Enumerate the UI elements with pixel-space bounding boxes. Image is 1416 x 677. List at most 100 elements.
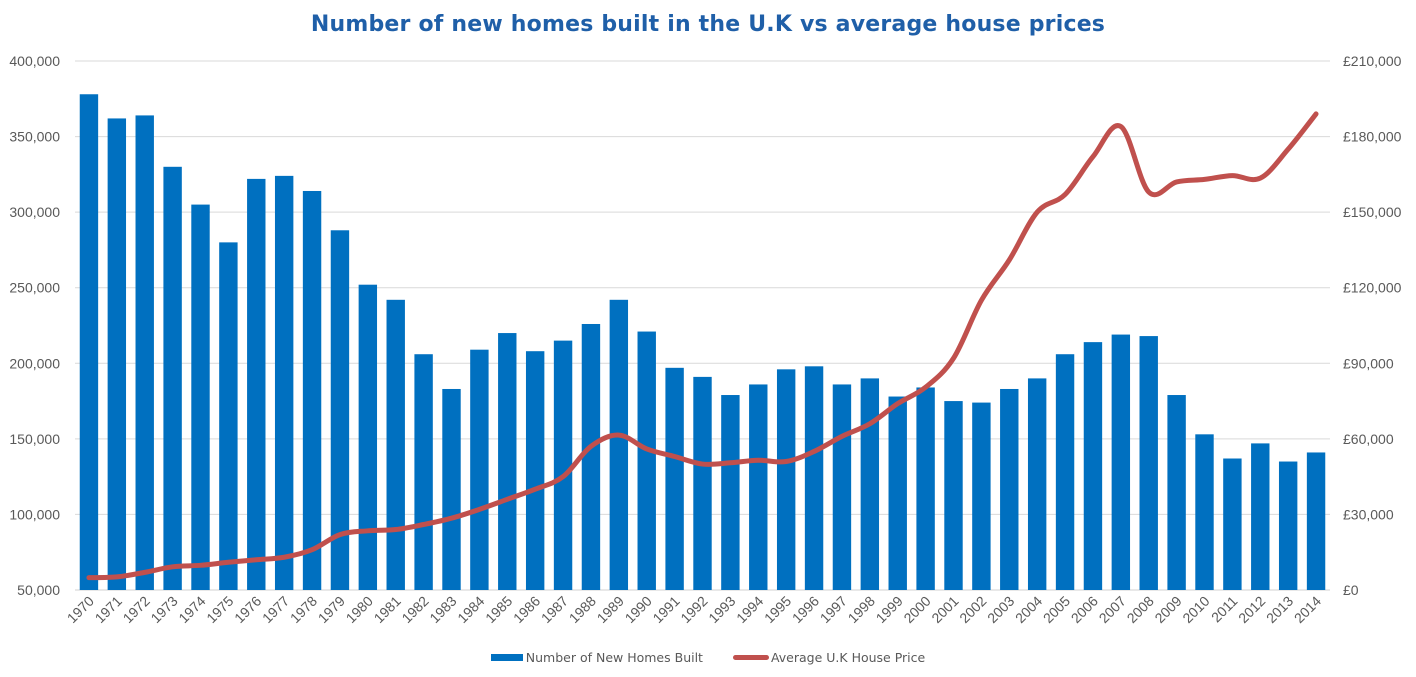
bar-1976[interactable] (247, 178, 266, 591)
bar-1977[interactable] (274, 175, 294, 590)
x-axis-tick-label: 1987 (538, 593, 571, 626)
x-axis-tick-label: 2010 (1179, 593, 1212, 626)
bar-2003[interactable] (1000, 388, 1019, 590)
bar-1997[interactable] (832, 384, 852, 590)
bar-2004[interactable] (1027, 378, 1047, 590)
bar-2010[interactable] (1195, 434, 1214, 590)
line-series-house-price (86, 111, 1319, 581)
x-axis-tick-label: 1978 (287, 593, 320, 626)
bar-1975[interactable] (219, 242, 238, 590)
bar-1985[interactable] (498, 333, 517, 590)
x-axis-tick-label: 1980 (343, 593, 376, 626)
legend-bar-swatch (490, 654, 523, 661)
bar-1994[interactable] (749, 384, 768, 590)
left-axis-tick-label: 200,000 (9, 355, 60, 371)
legend-item-new-homes[interactable]: Number of New Homes Built (490, 650, 703, 665)
chart-title: Number of new homes built in the U.K vs … (310, 12, 1106, 37)
left-axis-tick-label: 300,000 (9, 204, 60, 220)
x-axis-tick-label: 1971 (92, 593, 125, 626)
x-axis-tick-label: 1992 (677, 593, 710, 626)
x-axis-tick-label: 1999 (872, 593, 905, 626)
bar-1979[interactable] (330, 230, 350, 590)
bar-1987[interactable] (553, 340, 573, 590)
x-axis-tick-label: 2004 (1012, 593, 1045, 626)
bar-2014[interactable] (1306, 452, 1326, 590)
x-axis-tick-label: 2012 (1235, 593, 1268, 626)
x-axis-tick-label: 2011 (1208, 593, 1241, 626)
bar-1984[interactable] (470, 349, 489, 590)
bar-2001[interactable] (944, 401, 963, 590)
right-axis-tick-label: £0 (1343, 582, 1359, 598)
legend: Number of New Homes Built Average U.K Ho… (0, 650, 1416, 665)
x-axis-tick-label: 1998 (845, 593, 878, 626)
x-axis-tick-label: 2000 (900, 593, 933, 626)
x-axis-tick-label: 2008 (1123, 593, 1156, 626)
bar-series-new-homes (79, 94, 1326, 591)
bar-2009[interactable] (1167, 395, 1186, 590)
x-axis-tick-label: 1970 (64, 593, 97, 626)
bar-1999[interactable] (888, 396, 907, 590)
x-axis-tick-label: 1994 (733, 593, 766, 626)
x-axis-tick-label: 1996 (789, 593, 822, 626)
bar-2007[interactable] (1111, 334, 1131, 590)
bar-1978[interactable] (302, 190, 322, 591)
bar-1972[interactable] (135, 115, 154, 590)
bar-1996[interactable] (804, 366, 824, 590)
x-axis-tick-label: 1981 (370, 593, 403, 626)
x-axis-tick-label: 1991 (649, 593, 682, 626)
bar-1988[interactable] (581, 323, 601, 590)
legend-item-house-price[interactable]: Average U.K House Price (732, 650, 926, 665)
right-axis-tick-label: £30,000 (1343, 506, 1394, 522)
x-axis-tick-label: 1982 (398, 593, 431, 626)
bar-2006[interactable] (1083, 342, 1103, 590)
right-axis-tick-label: £150,000 (1343, 204, 1402, 220)
bar-2002[interactable] (972, 402, 991, 590)
bar-1998[interactable] (860, 378, 880, 590)
bar-1980[interactable] (358, 284, 378, 590)
bar-1992[interactable] (693, 376, 712, 590)
x-axis-tick-label: 1973 (147, 593, 180, 626)
x-axis-tick-label: 1975 (203, 593, 236, 626)
x-axis-tick-label: 1984 (454, 593, 487, 626)
x-axis-tick-label: 1979 (315, 593, 348, 626)
bar-1989[interactable] (609, 299, 629, 590)
right-axis-tick-label: £90,000 (1343, 355, 1394, 371)
x-axis-tick-label: 1986 (510, 593, 543, 626)
bar-2005[interactable] (1055, 354, 1075, 590)
legend-label-house-price: Average U.K House Price (770, 650, 926, 665)
bar-2011[interactable] (1223, 458, 1242, 590)
bar-1982[interactable] (414, 354, 433, 590)
bar-2000[interactable] (916, 387, 935, 590)
x-axis-tick-label: 2005 (1040, 593, 1073, 626)
right-axis-tick-label: £180,000 (1343, 129, 1402, 145)
bar-1973[interactable] (163, 166, 182, 591)
x-axis-tick-label: 1972 (119, 593, 152, 626)
x-axis-tick-label: 1997 (817, 593, 850, 626)
bar-1981[interactable] (386, 299, 405, 590)
legend-label-new-homes: Number of New Homes Built (525, 650, 703, 665)
left-axis-tick-label: 50,000 (17, 582, 60, 598)
bar-1993[interactable] (721, 395, 740, 590)
x-axis-tick-label: 2006 (1068, 593, 1101, 626)
x-axis-tick-label: 1995 (761, 593, 794, 626)
bar-2012[interactable] (1251, 443, 1270, 590)
bar-1995[interactable] (776, 369, 796, 590)
left-axis-ticks: 50,000 100,000 150,000 200,000 250,000 300,00… (9, 53, 60, 598)
x-axis-tick-label: 2003 (984, 593, 1017, 626)
right-axis-ticks: £0 £30,000 £60,000 £90,000 £120,000 £150,000 £… (1343, 53, 1402, 598)
bar-1990[interactable] (637, 331, 656, 590)
bar-1974[interactable] (191, 204, 210, 591)
x-axis-ticks: 1970197119721973197419751976197719781979… (64, 593, 1325, 626)
bar-1986[interactable] (525, 351, 545, 590)
bar-2013[interactable] (1278, 461, 1298, 590)
x-axis-tick-label: 1985 (482, 593, 515, 626)
bar-1991[interactable] (665, 367, 684, 590)
right-axis-tick-label: £60,000 (1343, 431, 1394, 447)
left-axis-tick-label: 100,000 (9, 506, 60, 522)
bar-1983[interactable] (442, 388, 461, 590)
x-axis-tick-label: 1988 (566, 593, 599, 626)
bar-1970[interactable] (79, 94, 99, 590)
bar-1971[interactable] (107, 118, 127, 590)
bar-2008[interactable] (1139, 336, 1158, 590)
